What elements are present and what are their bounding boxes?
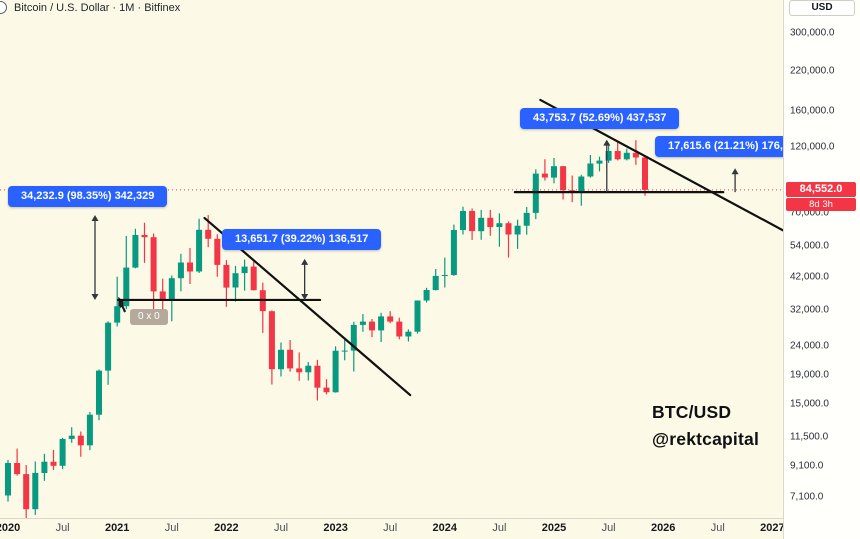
time-axis[interactable]: 2020 Jul 2021 Jul 2022 Jul 2023 Jul 2024 Jul 2025 J… [0, 518, 783, 539]
time-axis-month-tick: Jul [164, 522, 179, 534]
price-axis-tick: 19,000.0 [790, 369, 829, 381]
time-axis-month-tick: Jul [710, 522, 725, 534]
time-axis-year-tick: 2022 [214, 522, 239, 534]
time-axis-year-tick: 2023 [323, 522, 348, 534]
price-axis-tick: 32,000.0 [790, 304, 829, 316]
bars-count-tooltip: 0 x 0 [130, 309, 168, 325]
price-axis-tick: 160,000.0 [790, 105, 835, 117]
price-range-label-2025[interactable]: 43,753.7 (52.69%) 437,537 [520, 108, 680, 129]
price-axis-tick: 11,500.0 [790, 431, 829, 443]
time-axis-month-tick: Jul [55, 522, 70, 534]
last-price-badge: 84,552.0 [786, 182, 856, 197]
time-axis-year-tick: 2024 [432, 522, 458, 534]
time-axis-month-tick: Jul [273, 522, 289, 534]
price-axis-tick: 220,000.0 [790, 65, 835, 77]
price-axis-tick: 9,100.0 [790, 460, 824, 472]
price-range-label-2022[interactable]: 13,651.7 (39.22%) 136,517 [222, 229, 382, 250]
watermark: BTC/USD @rektcapital [652, 399, 759, 453]
measure-arrows [91, 139, 739, 300]
time-axis-month-tick: Jul [492, 522, 507, 534]
currency-selector[interactable]: USD [789, 0, 855, 16]
time-axis-year-tick: 2021 [104, 522, 130, 534]
time-axis-year-tick: 2027 [760, 522, 783, 534]
price-axis-tick: 70,000.0 [790, 207, 829, 219]
chart-pane[interactable]: Bitcoin / U.S. Dollar · 1M · Bitfinex 34… [0, 0, 783, 518]
time-axis-month-tick: Jul [601, 522, 616, 534]
price-axis-tick: 120,000.0 [790, 141, 835, 152]
price-axis-tick: 300,000.0 [790, 27, 835, 39]
watermark-symbol: BTC/USD [652, 402, 732, 422]
price-range-label-2026[interactable]: 17,615.6 (21.21%) 176,156 [655, 136, 783, 157]
symbol-title: Bitcoin / U.S. Dollar · 1M · Bitfinex [14, 2, 181, 14]
watermark-handle: @rektcapital [652, 429, 760, 450]
price-axis-tick: 15,000.0 [790, 398, 829, 410]
time-axis-year-tick: 2025 [541, 522, 567, 534]
price-axis-tick: 54,000.0 [790, 240, 829, 251]
price-axis[interactable]: 84,552.0 8d 3h 300,000.0 220,000.0 160,000… [783, 0, 860, 539]
time-axis-month-tick: Jul [383, 522, 398, 534]
time-axis-year-tick: 2020 [0, 522, 21, 534]
time-axis-year-tick: 2026 [650, 522, 676, 534]
price-axis-tick: 24,000.0 [790, 340, 829, 352]
candlestick-series[interactable] [5, 140, 648, 518]
price-range-label-2021[interactable]: 34,232.9 (98.35%) 342,329 [8, 186, 168, 207]
price-axis-tick: 42,000.0 [790, 271, 829, 283]
price-axis-tick: 7,100.0 [790, 491, 824, 503]
bar-countdown-badge: 8d 3h [786, 198, 856, 211]
